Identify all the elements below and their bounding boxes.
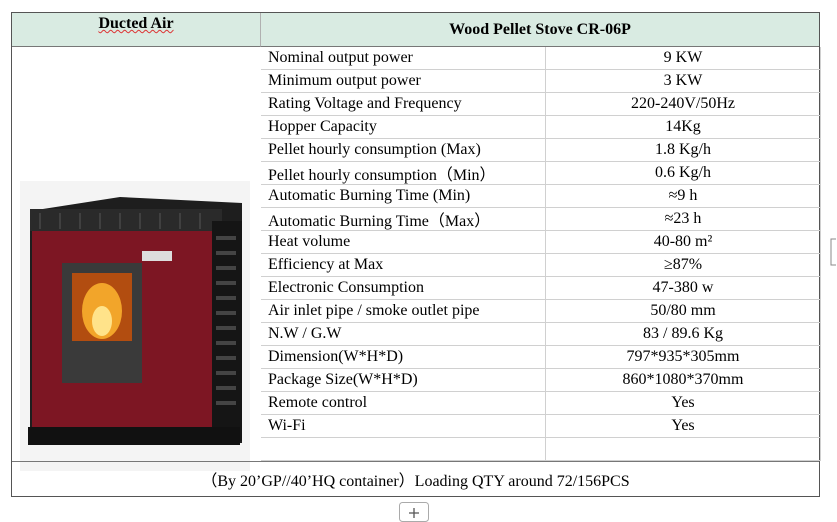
spec-label: Heat volume — [268, 233, 351, 250]
spec-value: ≥87% — [663, 256, 703, 273]
label-cell: Minimum output power — [261, 70, 546, 93]
label-cell: Pellet hourly consumption（Min） — [261, 162, 546, 185]
label-cell: Wi-Fi — [261, 415, 546, 438]
label-cell: N.W / G.W — [261, 323, 546, 346]
label-cell: Package Size(W*H*D) — [261, 369, 546, 392]
spec-label: Remote control — [268, 394, 368, 411]
spec-value: Yes — [671, 394, 695, 411]
label-cell: Efficiency at Max — [261, 254, 546, 277]
value-cell: ≥87% — [546, 254, 821, 277]
label-cell: Automatic Burning Time（Max） — [261, 208, 546, 231]
label-cell: Automatic Burning Time (Min) — [261, 185, 546, 208]
label-cell: Remote control — [261, 392, 546, 415]
value-cell: 14Kg — [546, 116, 821, 139]
value-cell: 797*935*305mm — [546, 346, 821, 369]
spec-value: ≈23 h — [664, 210, 702, 227]
header-title: Wood Pellet Stove CR-06P — [449, 20, 631, 38]
value-cell: 83 / 89.6 Kg — [546, 323, 821, 346]
label-cell: Dimension(W*H*D) — [261, 346, 546, 369]
spec-value: 14Kg — [665, 118, 701, 135]
value-cell: 9 KW — [546, 47, 821, 70]
footer-text: （By 20’GP//40’HQ container）Loading QTY a… — [201, 473, 630, 490]
spec-value: 9 KW — [663, 49, 703, 66]
spec-label: Package Size(W*H*D) — [268, 371, 418, 388]
header-left-cell: Ducted Air — [12, 13, 261, 47]
value-cell: 47-380 w — [546, 277, 821, 300]
spec-value: 0.6 Kg/h — [655, 164, 711, 181]
value-cell: ≈23 h — [546, 208, 821, 231]
label-cell: Pellet hourly consumption (Max) — [261, 139, 546, 162]
value-cell: 860*1080*370mm — [546, 369, 821, 392]
spec-value: 50/80 mm — [650, 302, 716, 319]
label-cell: Heat volume — [261, 231, 546, 254]
empty-cell — [546, 438, 821, 461]
label-cell: Hopper Capacity — [261, 116, 546, 139]
spec-value: 3 KW — [663, 72, 703, 89]
label-cell: Nominal output power — [261, 47, 546, 70]
value-cell: 1.8 Kg/h — [546, 139, 821, 162]
spec-value: 220-240V/50Hz — [631, 95, 735, 112]
spec-label: Electronic Consumption — [268, 279, 424, 296]
spec-label: Pellet hourly consumption（Min） — [268, 167, 496, 184]
spec-label: Rating Voltage and Frequency — [268, 95, 462, 112]
spec-value: 1.8 Kg/h — [655, 141, 711, 158]
empty-cell — [261, 438, 546, 461]
value-cell: 220-240V/50Hz — [546, 93, 821, 116]
spec-value: 797*935*305mm — [626, 348, 740, 365]
value-cell: ≈9 h — [546, 185, 821, 208]
spec-value: 860*1080*370mm — [622, 371, 744, 388]
spec-label: Automatic Burning Time（Max） — [268, 213, 491, 230]
spec-label: Air inlet pipe / smoke outlet pipe — [268, 302, 480, 319]
spec-label: Pellet hourly consumption (Max) — [268, 141, 481, 158]
label-cell: Air inlet pipe / smoke outlet pipe — [261, 300, 546, 323]
value-cell: 0.6 Kg/h — [546, 162, 821, 185]
stove-image — [20, 181, 250, 471]
value-cell: Yes — [546, 415, 821, 438]
spec-label: Minimum output power — [268, 72, 421, 89]
value-cell: 3 KW — [546, 70, 821, 93]
spec-label: Automatic Burning Time (Min) — [268, 187, 471, 204]
spec-label: Wi-Fi — [268, 417, 306, 434]
spec-value: 83 / 89.6 Kg — [643, 325, 723, 342]
spec-value: 40-80 m² — [653, 233, 713, 250]
value-cell: 50/80 mm — [546, 300, 821, 323]
add-sheet-button[interactable] — [399, 502, 429, 522]
spec-table: Ducted Air Wood Pellet Stove CR-06P Nomi… — [11, 12, 821, 497]
side-handle[interactable] — [827, 238, 837, 268]
value-cell: 40-80 m² — [546, 231, 821, 254]
spec-label: Hopper Capacity — [268, 118, 377, 135]
spec-value: ≈9 h — [668, 187, 698, 204]
label-cell: Rating Voltage and Frequency — [261, 93, 546, 116]
header-title-cell: Wood Pellet Stove CR-06P — [261, 13, 819, 47]
spec-label: N.W / G.W — [268, 325, 342, 342]
header-left: Ducted Air — [98, 15, 174, 32]
spec-value: Yes — [671, 417, 695, 434]
spec-value: 47-380 w — [652, 279, 714, 296]
label-cell: Electronic Consumption — [261, 277, 546, 300]
spec-label: Nominal output power — [268, 49, 413, 66]
spec-label: Dimension(W*H*D) — [268, 348, 404, 365]
footer-cell: （By 20’GP//40’HQ container）Loading QTY a… — [12, 461, 819, 496]
spec-label: Efficiency at Max — [268, 256, 384, 273]
value-cell: Yes — [546, 392, 821, 415]
